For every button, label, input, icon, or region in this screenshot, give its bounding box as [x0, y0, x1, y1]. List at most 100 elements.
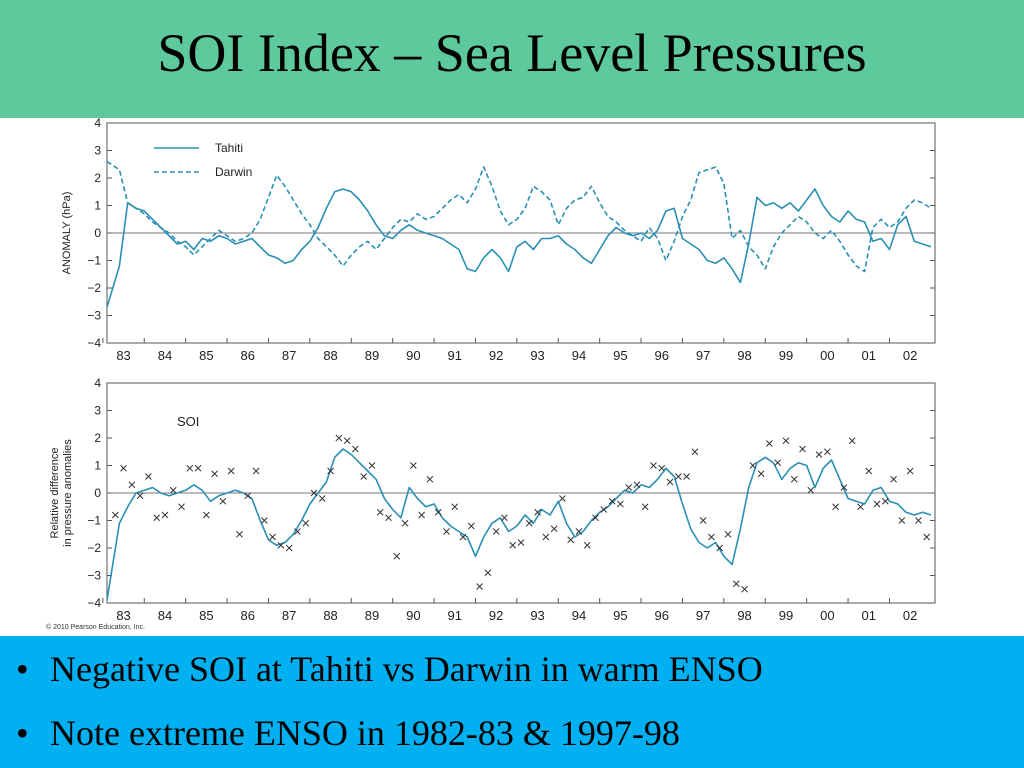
x-tick-label: 01: [862, 348, 876, 363]
data-point-x-marker: [277, 541, 285, 549]
bullet-dot: •: [16, 649, 29, 689]
data-point-x-marker: [625, 484, 632, 491]
data-point-x-marker: [757, 470, 765, 478]
data-point-x-marker: [666, 478, 674, 486]
data-point-x-marker: [385, 514, 392, 522]
x-tick-label: 97: [696, 608, 710, 623]
chart-panel-2: 4 3 2 1 0 −1 −2 −3 −4 83 84 85 86 87 88 89 90 91 92 93 94 95 9…: [49, 376, 936, 623]
y-tick-label: 3: [94, 404, 101, 418]
data-point-x-marker: [658, 464, 666, 472]
y-tick-label: 1: [94, 459, 101, 473]
x-tick-label: 94: [572, 348, 586, 363]
data-point-x-marker: [410, 462, 417, 469]
y-tick-label: 1: [94, 199, 101, 213]
x-tick-label: 89: [365, 608, 379, 623]
x-tick-label: 89: [365, 348, 379, 363]
data-point-x-marker: [741, 585, 748, 593]
x-tick-label: 84: [158, 348, 172, 363]
data-point-x-marker: [674, 473, 682, 480]
data-point-x-marker: [898, 517, 906, 524]
copyright-note: © 2010 Pearson Education, Inc.: [46, 623, 145, 631]
x-tick-label: 87: [282, 608, 296, 623]
bullet-text: Note extreme ENSO in 1982-83 & 1997-98: [50, 713, 680, 753]
data-point-x-marker: [699, 517, 707, 524]
data-point-x-marker: [790, 475, 798, 483]
data-point-x-marker: [807, 486, 815, 494]
data-point-x-marker: [683, 473, 690, 480]
series-line-darwin: [106, 160, 932, 273]
x-tick-label: 91: [448, 348, 462, 363]
data-point-x-marker: [550, 525, 558, 533]
data-point-x-marker: [418, 511, 425, 519]
x-tick-label: 88: [323, 608, 337, 623]
data-point-x-marker: [559, 495, 566, 502]
x-tick-label: 86: [241, 348, 255, 363]
data-point-x-marker: [691, 448, 699, 456]
y-tick-label: −3: [87, 569, 101, 583]
data-point-x-marker: [227, 467, 235, 475]
data-point-x-marker: [318, 495, 326, 502]
chart-panel-1: 4 3 2 1 0 −1 −2 −3 −4 83 84 85 86 87 88 89 90 91 92 93 94 95 9…: [61, 116, 936, 363]
bullet-item: • Negative SOI at Tahiti vs Darwin in war…: [16, 648, 763, 690]
x-tick-label: 91: [448, 608, 462, 623]
y-tick-label: −1: [87, 514, 101, 528]
data-point-x-marker: [360, 473, 368, 480]
data-point-x-marker: [476, 583, 483, 590]
data-point-x-marker: [451, 503, 459, 511]
x-tick-label: 96: [655, 348, 669, 363]
data-point-x-marker: [716, 544, 724, 552]
y-tick-label: −1: [87, 254, 101, 268]
data-point-x-marker: [327, 467, 334, 475]
data-point-x-marker: [426, 475, 434, 483]
y-axis-label: in pressure anomalies: [62, 439, 74, 547]
data-point-x-marker: [128, 481, 136, 489]
figure-panel: 4 3 2 1 0 −1 −2 −3 −4 83 84 85 86 87 88 89 90 91 92 93 94 95 9…: [44, 116, 966, 636]
data-point-x-marker: [203, 511, 210, 519]
x-tick-label: 93: [530, 608, 544, 623]
data-point-x-marker: [766, 440, 773, 447]
x-tick-label: 00: [820, 608, 834, 623]
y-tick-label: −4: [87, 336, 101, 350]
data-point-x-marker: [848, 437, 856, 445]
y-axis-label: ANOMALY (hPa): [61, 192, 73, 275]
data-point-x-marker: [542, 533, 550, 541]
data-point-x-marker: [219, 497, 227, 505]
data-point-x-marker: [832, 503, 839, 511]
x-tick-label: 95: [613, 348, 627, 363]
y-tick-label: 4: [94, 376, 101, 390]
data-point-x-marker: [211, 470, 218, 478]
data-point-x-marker: [376, 508, 384, 516]
data-point-x-marker: [136, 492, 144, 500]
data-point-x-marker: [459, 533, 467, 541]
data-point-x-marker: [352, 445, 359, 453]
data-point-x-marker: [865, 467, 873, 475]
x-tick-label: 86: [241, 608, 255, 623]
x-tick-label: 84: [158, 608, 172, 623]
x-tick-label: 92: [489, 348, 503, 363]
data-point-x-marker: [401, 519, 409, 527]
data-point-x-marker: [310, 489, 318, 497]
data-point-x-marker: [111, 511, 119, 519]
slide-title: SOI Index – Sea Level Pressures: [157, 23, 867, 83]
data-point-x-marker: [244, 492, 252, 500]
bullet-dot: •: [16, 713, 29, 753]
x-tick-label: 02: [903, 348, 917, 363]
data-point-x-marker: [782, 437, 790, 445]
bullet-text: Negative SOI at Tahiti vs Darwin in warm…: [50, 649, 763, 689]
data-point-x-marker: [169, 486, 177, 494]
data-point-x-marker: [534, 508, 541, 516]
legend-label: Tahiti: [215, 141, 243, 155]
data-point-x-marker: [600, 506, 608, 513]
y-tick-label: −2: [87, 541, 101, 555]
y-tick-label: −3: [87, 309, 101, 323]
x-tick-label: 94: [572, 608, 586, 623]
series-line-tahiti: [106, 188, 932, 308]
data-point-x-marker: [923, 533, 931, 541]
data-point-x-marker: [269, 533, 276, 541]
data-point-x-marker: [252, 467, 260, 475]
data-point-x-marker: [583, 541, 591, 549]
data-point-x-marker: [194, 464, 202, 472]
data-point-x-marker: [567, 536, 575, 544]
data-point-x-marker: [178, 503, 185, 511]
y-tick-label: −2: [87, 281, 101, 295]
